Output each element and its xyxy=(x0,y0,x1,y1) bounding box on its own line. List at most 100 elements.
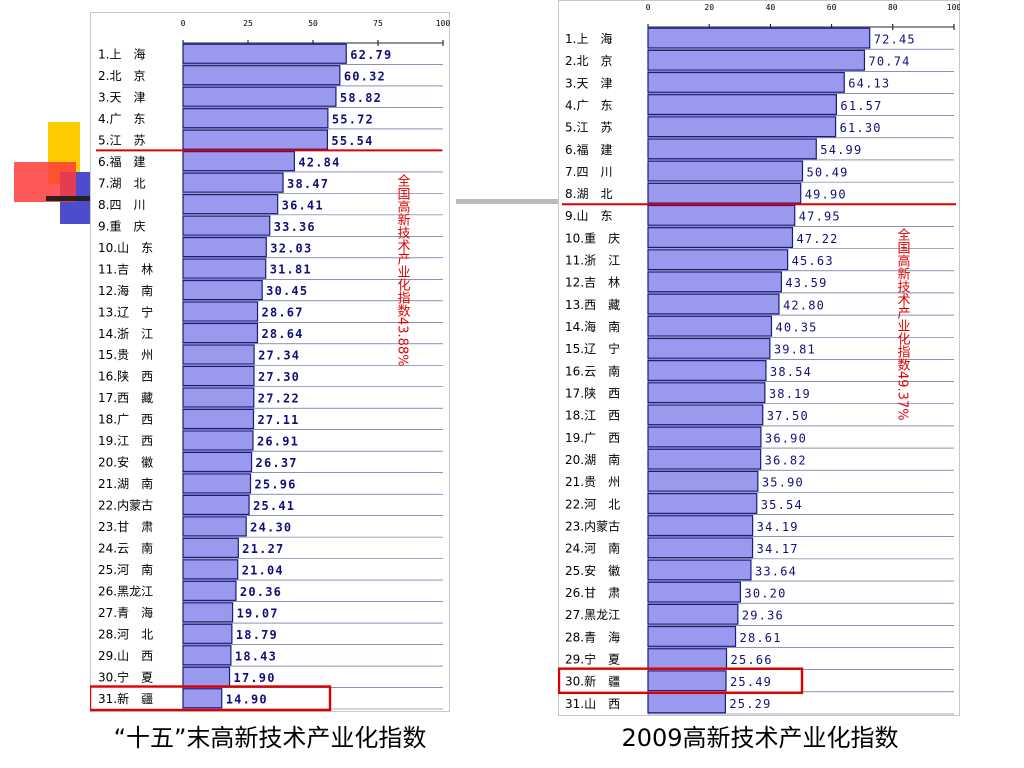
x-tick-label: 100 xyxy=(947,3,960,12)
value-label: 27.34 xyxy=(258,349,300,363)
bar xyxy=(182,559,239,580)
category-label: 28.河 北 xyxy=(98,628,153,642)
value-label: 28.67 xyxy=(262,306,304,320)
category-label: 13.辽 宁 xyxy=(98,304,153,319)
annotation-text: 全国高新技术产业化指数43.88% xyxy=(395,173,411,366)
bar xyxy=(182,65,341,86)
x-tick-label: 60 xyxy=(827,3,837,12)
value-label: 27.22 xyxy=(258,392,300,406)
bar xyxy=(647,249,789,271)
category-label: 1.上 海 xyxy=(98,46,145,61)
value-label: 30.45 xyxy=(266,284,308,298)
value-label: 21.27 xyxy=(242,542,284,556)
bar xyxy=(182,108,329,129)
category-label: 29.宁 夏 xyxy=(565,651,620,666)
category-label: 14.浙 江 xyxy=(98,327,153,341)
bar xyxy=(647,537,754,559)
category-label: 20.安 徽 xyxy=(98,455,153,470)
x-tick-label: 20 xyxy=(704,3,714,12)
value-label: 35.90 xyxy=(762,476,804,490)
category-label: 11.吉 林 xyxy=(98,262,153,276)
bar xyxy=(647,692,726,714)
value-label: 54.99 xyxy=(820,143,862,157)
chart-2009: 0 20 40 60 80 100 1.上 海 72.45 2.北 京 70.74 3.天 津 64.… xyxy=(558,0,960,716)
value-label: 70.74 xyxy=(868,55,910,69)
category-label: 15.贵 州 xyxy=(98,348,153,362)
value-label: 33.36 xyxy=(274,220,316,234)
x-tick-label: 40 xyxy=(766,3,776,12)
category-label: 5.江 苏 xyxy=(565,121,612,135)
bar xyxy=(182,623,233,644)
x-tick-label: 50 xyxy=(308,19,318,28)
bar xyxy=(647,382,766,404)
value-label: 28.61 xyxy=(740,631,782,645)
category-label: 30.新 疆 xyxy=(565,674,620,689)
category-label: 22.内蒙古 xyxy=(98,498,153,513)
bar xyxy=(647,116,837,138)
category-label: 10.重 庆 xyxy=(565,231,620,245)
category-label: 15.辽 宁 xyxy=(565,341,620,356)
category-label: 27.黑龙江 xyxy=(565,608,620,622)
value-label: 64.13 xyxy=(848,77,890,91)
category-label: 16.陕 西 xyxy=(98,369,153,384)
value-label: 43.59 xyxy=(785,276,827,290)
category-label: 7.湖 北 xyxy=(98,175,145,190)
value-label: 32.03 xyxy=(270,241,312,255)
chart-caption-2009: 2009高新技术产业化指数 xyxy=(621,724,899,752)
value-label: 27.11 xyxy=(257,413,299,427)
value-label: 45.63 xyxy=(792,254,834,268)
chart-shiwu: 0 25 50 75 100 1.上 海 62.79 2.北 京 60.32 3.天 津 58.82… xyxy=(90,12,450,712)
bar xyxy=(182,387,255,408)
bar xyxy=(182,215,271,236)
value-label: 24.30 xyxy=(250,521,292,535)
value-label: 35.54 xyxy=(761,498,803,512)
category-label: 16.云 南 xyxy=(565,363,620,378)
category-label: 23.内蒙古 xyxy=(565,519,620,534)
category-label: 25.河 南 xyxy=(98,562,153,577)
value-label: 42.80 xyxy=(783,298,825,312)
bar xyxy=(647,293,780,315)
category-label: 10.山 东 xyxy=(98,241,153,255)
category-label: 25.安 徽 xyxy=(565,563,620,578)
category-label: 24.云 南 xyxy=(98,541,153,556)
connector-line xyxy=(456,199,560,204)
value-label: 34.17 xyxy=(757,542,799,556)
x-tick-label: 75 xyxy=(373,19,383,28)
category-label: 23.甘 肃 xyxy=(98,520,153,534)
category-label: 8.湖 北 xyxy=(565,186,612,201)
value-label: 55.54 xyxy=(331,134,373,148)
value-label: 29.36 xyxy=(742,609,784,623)
bar xyxy=(647,670,727,692)
bar xyxy=(647,581,742,603)
value-label: 25.49 xyxy=(730,675,772,689)
category-label: 7.四 川 xyxy=(565,165,612,179)
bar xyxy=(182,344,255,365)
bar xyxy=(647,271,782,293)
category-label: 1.上 海 xyxy=(565,31,612,46)
bar xyxy=(182,322,259,344)
value-label: 47.22 xyxy=(796,232,838,246)
bar xyxy=(182,129,329,150)
category-label: 5.江 苏 xyxy=(98,133,145,147)
bar xyxy=(647,204,796,226)
category-label: 17.西 藏 xyxy=(98,391,153,405)
category-label: 28.青 海 xyxy=(565,629,620,644)
bar xyxy=(647,337,771,359)
value-label: 60.32 xyxy=(344,69,386,83)
category-label: 26.甘 肃 xyxy=(565,586,620,600)
category-label: 8.四 川 xyxy=(98,198,145,212)
value-label: 25.96 xyxy=(254,478,296,492)
x-tick-label: 0 xyxy=(181,19,186,28)
category-label: 4.广 东 xyxy=(565,98,612,112)
value-label: 18.43 xyxy=(235,649,277,663)
dark-bar-decoration xyxy=(46,196,94,201)
bar xyxy=(182,193,279,215)
bar xyxy=(647,648,728,670)
category-label: 29.山 西 xyxy=(98,649,153,663)
highlight-box xyxy=(558,667,804,695)
category-label: 13.西 藏 xyxy=(565,298,620,312)
value-label: 72.45 xyxy=(874,32,916,46)
category-label: 21.贵 州 xyxy=(565,475,620,489)
value-label: 36.82 xyxy=(765,453,807,467)
